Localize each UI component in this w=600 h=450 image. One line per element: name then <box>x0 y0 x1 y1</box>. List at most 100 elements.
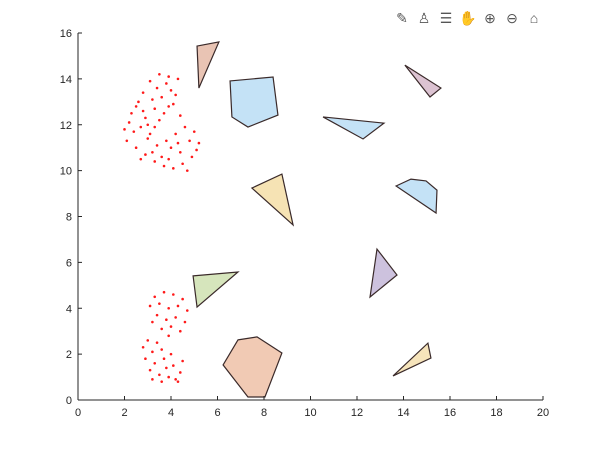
scatter-point <box>137 100 140 104</box>
y-tick-label: 12 <box>60 120 72 132</box>
scatter-point <box>141 109 145 113</box>
scatter-point <box>179 371 182 374</box>
scatter-point <box>167 105 170 108</box>
zoom-out-icon[interactable]: ⊖ <box>506 9 518 26</box>
scatter-point <box>176 77 180 81</box>
polygon-10 <box>392 341 432 377</box>
scatter-point <box>174 93 177 97</box>
scatter-point <box>195 148 198 152</box>
scatter-point <box>188 139 191 143</box>
scatter-point <box>148 304 152 308</box>
polygon-9 <box>222 336 283 398</box>
scatter-point <box>155 341 159 344</box>
y-tick-label: 2 <box>66 349 72 361</box>
scatter-point <box>167 75 170 78</box>
scatter-point <box>160 380 163 383</box>
scatter-point <box>146 137 150 140</box>
scatter-point <box>158 373 161 377</box>
scatter-point <box>165 318 168 322</box>
x-tick-label: 6 <box>214 407 220 419</box>
pan-hand-icon[interactable]: ✋ <box>459 9 477 26</box>
scatter-point <box>153 107 157 110</box>
scatter-point <box>125 139 129 143</box>
x-tick-label: 4 <box>168 407 174 419</box>
scatter-point <box>179 150 182 154</box>
scatter-point <box>172 167 175 170</box>
brush-icon[interactable]: ✎ <box>396 9 408 26</box>
x-tick-label: 16 <box>444 407 456 419</box>
data-tips-icon[interactable]: ♙ <box>417 9 431 26</box>
x-tick-label: 20 <box>537 407 549 419</box>
scatter-point <box>176 141 180 145</box>
scatter-point <box>169 352 173 356</box>
scatter-point <box>172 364 175 367</box>
x-tick-label: 14 <box>397 407 409 419</box>
scatter-point <box>144 153 147 156</box>
scatter-point <box>155 313 159 317</box>
scatter-point <box>162 290 166 294</box>
scatter-point <box>192 130 196 133</box>
scatter-point <box>169 146 173 149</box>
home-icon[interactable]: ⌂ <box>529 10 539 26</box>
scatter-point <box>134 105 138 108</box>
scatter-point <box>174 378 177 381</box>
scatter-point <box>151 320 154 324</box>
x-tick-label: 0 <box>75 407 81 419</box>
polygons <box>192 41 442 398</box>
scatter-point <box>183 125 187 129</box>
y-tick-label: 14 <box>60 74 72 86</box>
scatter-point <box>139 157 143 161</box>
scatter-point <box>155 144 159 147</box>
legend-icon[interactable]: ☰ <box>439 9 453 26</box>
scatter-point <box>146 123 150 127</box>
scatter-point <box>158 118 161 122</box>
scatter-point <box>165 366 168 370</box>
scatter-point <box>144 357 147 361</box>
scatter-point <box>148 79 152 83</box>
polygon-2 <box>229 76 279 128</box>
scatter-point <box>141 345 145 349</box>
polygon-4 <box>322 116 386 140</box>
scatter-point <box>151 378 154 381</box>
y-tick-label: 0 <box>66 395 72 407</box>
scatter-point <box>141 91 145 94</box>
polygon-3 <box>404 64 442 98</box>
scatter-point <box>134 146 138 149</box>
scatter-point <box>162 111 166 115</box>
scatter-point <box>155 86 159 90</box>
scatter-point <box>172 293 175 296</box>
polygon-6 <box>394 178 438 215</box>
scatter-point <box>174 316 177 319</box>
scatter-point <box>165 139 168 143</box>
scatter-point <box>181 359 184 363</box>
scatter-point <box>185 309 189 312</box>
scatter-point <box>160 348 163 351</box>
scatter-point <box>176 380 180 383</box>
y-tick-label: 4 <box>66 303 72 315</box>
scatter-point <box>127 121 131 124</box>
scatter-point <box>165 82 168 85</box>
scatter-point <box>153 125 157 129</box>
y-tick-label: 10 <box>60 166 72 178</box>
scatter-point <box>176 304 180 308</box>
scatter-point <box>181 297 184 301</box>
scatter-point <box>167 306 170 310</box>
scatter-points <box>123 72 201 383</box>
scatter-point <box>130 111 133 115</box>
scatter-point <box>174 132 177 136</box>
y-tick-label: 6 <box>66 257 72 269</box>
scatter-point <box>153 295 157 299</box>
scatter-point <box>151 98 154 101</box>
scatter-point <box>179 114 182 117</box>
plot-area <box>78 33 543 400</box>
scatter-point <box>158 302 161 305</box>
zoom-in-icon[interactable]: ⊕ <box>484 9 496 26</box>
y-tick-label: 16 <box>60 28 72 40</box>
scatter-point <box>148 368 152 372</box>
scatter-point <box>181 162 184 166</box>
scatter-point <box>167 334 170 338</box>
scatter-point <box>139 125 143 129</box>
scatter-point <box>167 375 170 379</box>
figure-toolbar: ✎ ♙ ☰ ✋ ⊕ ⊖ ⌂ <box>392 8 544 28</box>
